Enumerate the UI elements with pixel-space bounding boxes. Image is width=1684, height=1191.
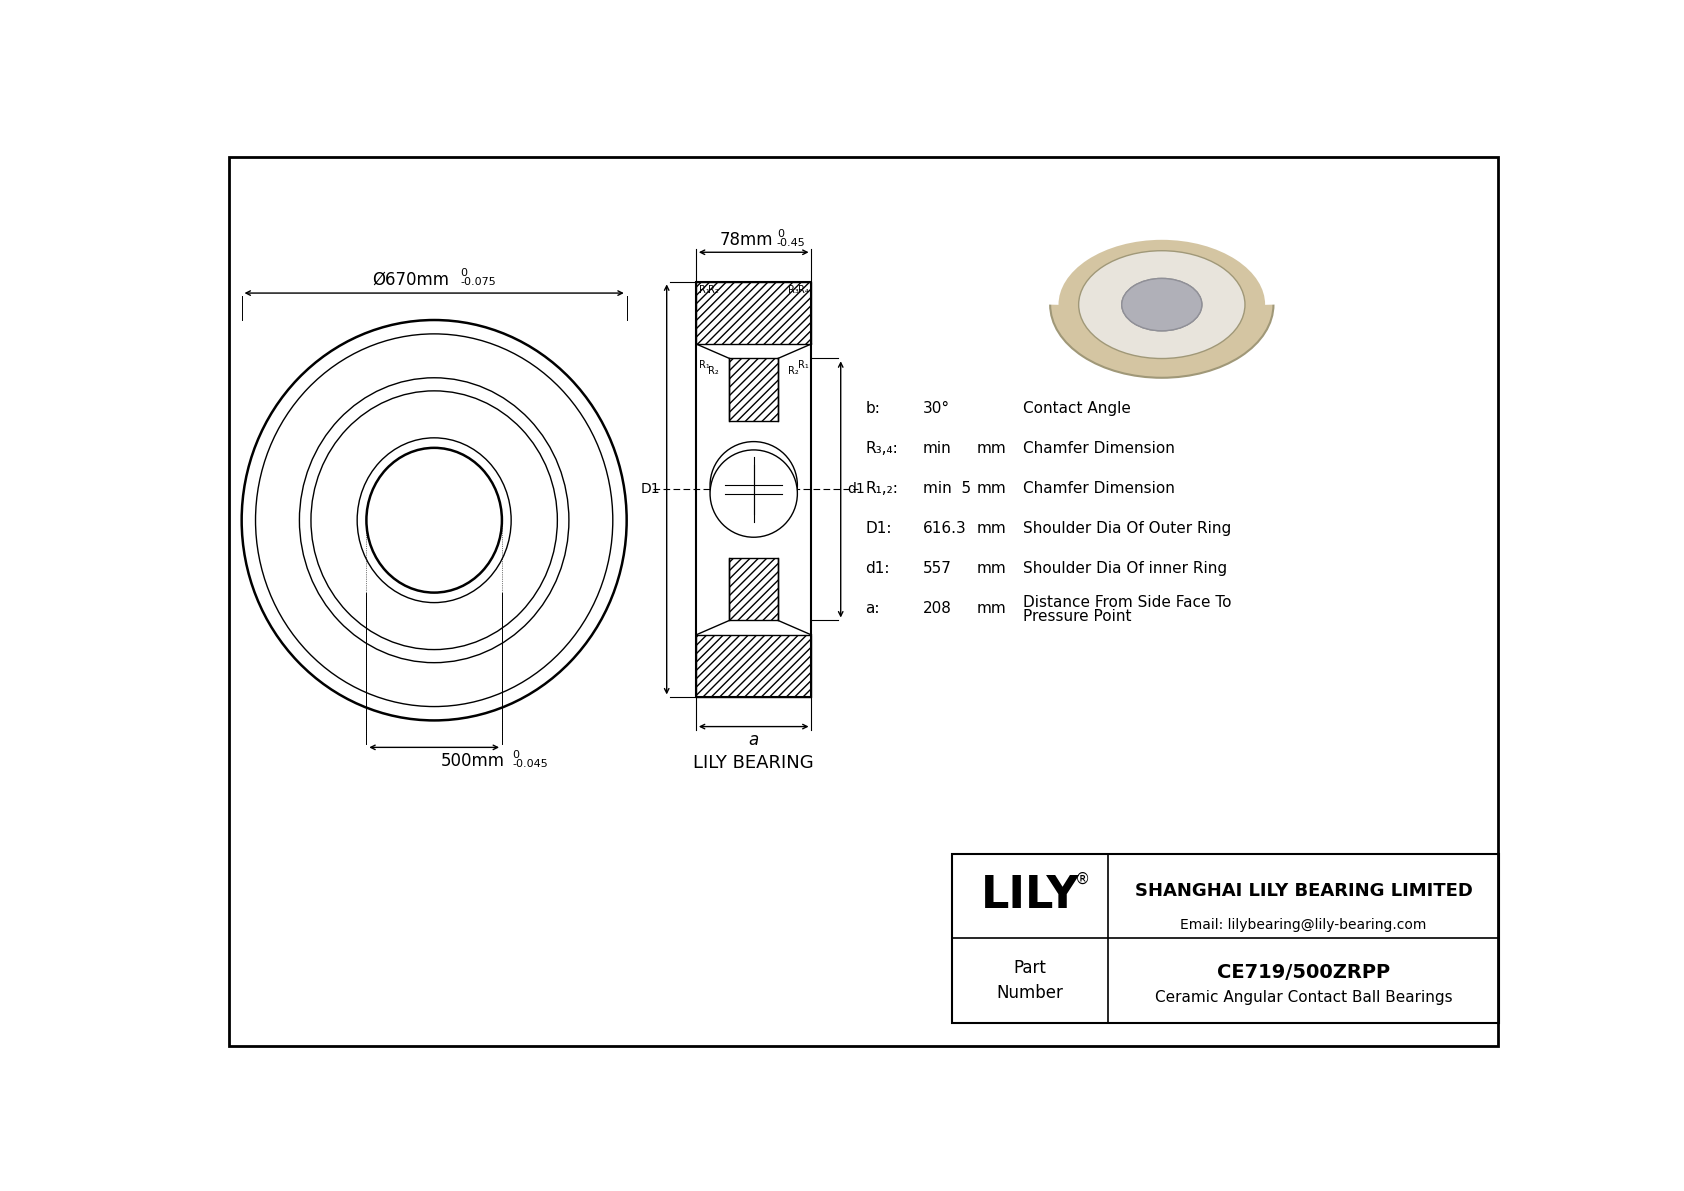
Text: D1: D1 [642, 482, 660, 497]
Ellipse shape [1051, 231, 1273, 378]
Text: Distance From Side Face To: Distance From Side Face To [1024, 596, 1231, 610]
Text: 557: 557 [923, 561, 951, 576]
Text: Shoulder Dia Of inner Ring: Shoulder Dia Of inner Ring [1024, 561, 1228, 576]
Text: R₃: R₃ [788, 285, 800, 294]
Text: -0.045: -0.045 [512, 760, 549, 769]
Text: Chamfer Dimension: Chamfer Dimension [1024, 481, 1175, 497]
Bar [695, 281, 812, 344]
Text: -0.075: -0.075 [460, 278, 497, 287]
Ellipse shape [1122, 279, 1202, 331]
Text: Contact Angle: Contact Angle [1024, 401, 1132, 416]
Text: 78mm: 78mm [719, 231, 773, 249]
Text: mm: mm [977, 522, 1007, 536]
Text: LILY: LILY [982, 874, 1079, 917]
Text: 0: 0 [460, 268, 468, 278]
Text: b:: b: [866, 401, 881, 416]
Text: Ø670mm: Ø670mm [372, 270, 450, 288]
Text: ®: ® [1074, 872, 1090, 886]
Text: mm: mm [977, 481, 1007, 497]
Text: CE719/500ZRPP: CE719/500ZRPP [1218, 962, 1391, 981]
Text: D1:: D1: [866, 522, 893, 536]
Text: mm: mm [977, 561, 1007, 576]
Text: R₁: R₁ [798, 360, 808, 370]
Ellipse shape [1079, 251, 1244, 358]
Circle shape [711, 442, 797, 529]
Text: R₁,₂:: R₁,₂: [866, 481, 898, 497]
Text: 208: 208 [923, 601, 951, 616]
Bar [729, 358, 778, 420]
Text: mm: mm [977, 441, 1007, 456]
Text: a:: a: [866, 601, 879, 616]
Text: d1:: d1: [866, 561, 889, 576]
Text: mm: mm [977, 601, 1007, 616]
Text: min: min [923, 441, 951, 456]
Text: Pressure Point: Pressure Point [1024, 609, 1132, 624]
Text: b: b [773, 475, 781, 488]
Text: min  5: min 5 [923, 481, 972, 497]
Bar [729, 559, 778, 621]
Text: Ceramic Angular Contact Ball Bearings: Ceramic Angular Contact Ball Bearings [1155, 990, 1452, 1005]
Text: R₂: R₂ [709, 285, 719, 294]
Text: R₄: R₄ [798, 285, 808, 294]
Ellipse shape [1122, 279, 1202, 331]
Text: SHANGHAI LILY BEARING LIMITED: SHANGHAI LILY BEARING LIMITED [1135, 881, 1472, 900]
Bar [695, 635, 812, 697]
Text: R₂: R₂ [709, 366, 719, 376]
Text: Chamfer Dimension: Chamfer Dimension [1024, 441, 1175, 456]
Text: 616.3: 616.3 [923, 522, 967, 536]
Text: 30°: 30° [923, 401, 950, 416]
Text: 0: 0 [512, 750, 520, 760]
Bar [695, 281, 812, 697]
Text: R₃,₄:: R₃,₄: [866, 441, 898, 456]
Text: -0.45: -0.45 [776, 238, 805, 248]
Bar [953, 854, 1499, 1023]
Circle shape [711, 450, 797, 537]
Text: R₂: R₂ [788, 366, 800, 376]
Text: Part
Number: Part Number [997, 959, 1064, 1002]
Text: Email: lilybearing@lily-bearing.com: Email: lilybearing@lily-bearing.com [1180, 918, 1426, 931]
Text: 0: 0 [776, 229, 783, 238]
Text: R₁: R₁ [699, 360, 709, 370]
Text: Shoulder Dia Of Outer Ring: Shoulder Dia Of Outer Ring [1024, 522, 1231, 536]
Text: R₁: R₁ [699, 285, 709, 294]
Text: LILY BEARING: LILY BEARING [694, 754, 813, 772]
Text: 500mm: 500mm [441, 753, 505, 771]
Text: d1: d1 [847, 482, 864, 497]
Text: a: a [749, 731, 759, 749]
